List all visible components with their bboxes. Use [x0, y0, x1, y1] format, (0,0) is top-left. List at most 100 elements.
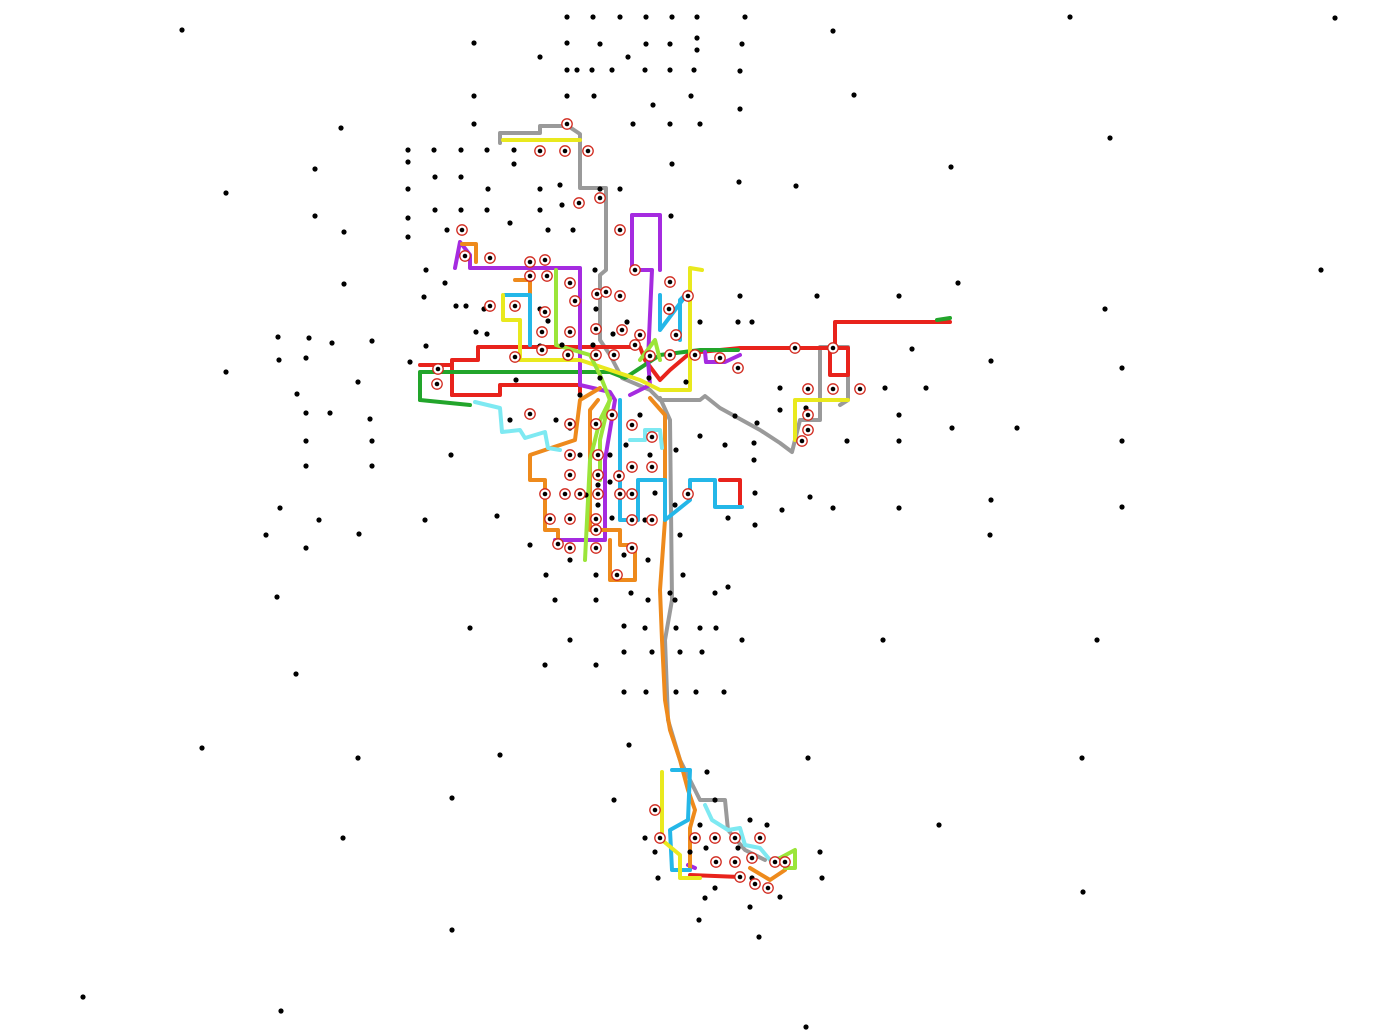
stop-point [327, 410, 333, 416]
transfer-stop [608, 349, 620, 361]
transfer-stop-dot [629, 517, 635, 523]
transfer-stop [646, 431, 658, 443]
stop-point [421, 294, 427, 300]
stop-point [737, 68, 743, 74]
stop-point [542, 662, 548, 668]
stop-point [923, 385, 929, 391]
transfer-stop-dot [667, 279, 673, 285]
transfer-stop [564, 277, 576, 289]
stop-point [697, 625, 703, 631]
stop-point [677, 649, 683, 655]
transfer-stop [802, 424, 814, 436]
transfer-stop-dot [673, 332, 679, 338]
stop-point [703, 845, 709, 851]
route-line-light_cyan [703, 803, 782, 862]
stop-point [735, 845, 741, 851]
stop-point [814, 293, 820, 299]
stop-point [303, 463, 309, 469]
stop-point [405, 215, 411, 221]
transfer-stop [769, 856, 781, 868]
stop-point [1079, 755, 1085, 761]
transfer-stop [611, 569, 623, 581]
transfer-stop [614, 488, 626, 500]
route-line-yellow [793, 398, 850, 442]
route-line-green [935, 316, 952, 322]
transfer-stop [600, 286, 612, 298]
stop-point [557, 182, 563, 188]
stop-point [449, 927, 455, 933]
route-line-lime [598, 396, 612, 482]
transfer-stop-dot [782, 859, 788, 865]
stop-point [485, 186, 491, 192]
transfer-stop-dot [542, 491, 548, 497]
stop-point [593, 662, 599, 668]
stop-point [609, 67, 615, 73]
stop-point [628, 590, 634, 596]
stop-point [312, 213, 318, 219]
transfer-stop [559, 488, 571, 500]
transfer-stop [709, 832, 721, 844]
transfer-stop-dot [667, 352, 673, 358]
stop-point [677, 532, 683, 538]
transfer-stop [564, 449, 576, 461]
stop-point [484, 207, 490, 213]
transfer-stop-dot [737, 874, 743, 880]
transfer-stop-dot [692, 352, 698, 358]
stop-point [574, 67, 580, 73]
transfer-stop [629, 339, 641, 351]
stop-point [630, 121, 636, 127]
transfer-stop [754, 832, 766, 844]
transfer-stop-dot [752, 881, 758, 887]
stop-point [1332, 15, 1338, 21]
stop-point [722, 442, 728, 448]
transfer-stop [456, 224, 468, 236]
transfer-stop [802, 383, 814, 395]
stop-point [749, 319, 755, 325]
stop-point [683, 379, 689, 385]
transfer-stop-dot [609, 412, 615, 418]
stop-point [303, 410, 309, 416]
stop-point [805, 755, 811, 761]
stop-point [882, 385, 888, 391]
stop-point [407, 359, 413, 365]
transfer-stop-dot [830, 345, 836, 351]
stop-point [543, 572, 549, 578]
stop-point [367, 416, 373, 422]
stop-point [712, 885, 718, 891]
stop-point [752, 522, 758, 528]
stop-point [1318, 267, 1324, 273]
stop-point [355, 379, 361, 385]
transfer-stop-dot [595, 452, 601, 458]
transfer-stop-dot [595, 491, 601, 497]
transfer-stop-dot [567, 421, 573, 427]
stop-point [355, 755, 361, 761]
transfer-stop [689, 832, 701, 844]
transfer-stop-dot [512, 354, 518, 360]
transfer-stop [459, 250, 471, 262]
transfer-stop-dot [555, 541, 561, 547]
stop-point [737, 293, 743, 299]
route-line-orange [528, 386, 602, 542]
transfer-stop-dot [572, 298, 578, 304]
transfer-stop-dot [567, 516, 573, 522]
stop-point [673, 625, 679, 631]
transfer-stop [590, 524, 602, 536]
stop-point [896, 505, 902, 511]
stop-point [277, 505, 283, 511]
transfer-stop [789, 342, 801, 354]
transfer-stop [796, 435, 808, 447]
stop-point [303, 438, 309, 444]
transfer-stop [779, 856, 791, 868]
transfer-stop-dot [649, 517, 655, 523]
transfer-stop-dot [632, 267, 638, 273]
transfer-stop-dot [542, 257, 548, 263]
transfer-stop [590, 418, 602, 430]
transfer-stop [564, 469, 576, 481]
stop-point [338, 125, 344, 131]
transfer-stop [616, 324, 628, 336]
transfer-stop-dot [593, 326, 599, 332]
transfer-stop [539, 488, 551, 500]
stop-point [909, 346, 915, 352]
stop-point [819, 875, 825, 881]
transfer-stops [431, 118, 866, 894]
